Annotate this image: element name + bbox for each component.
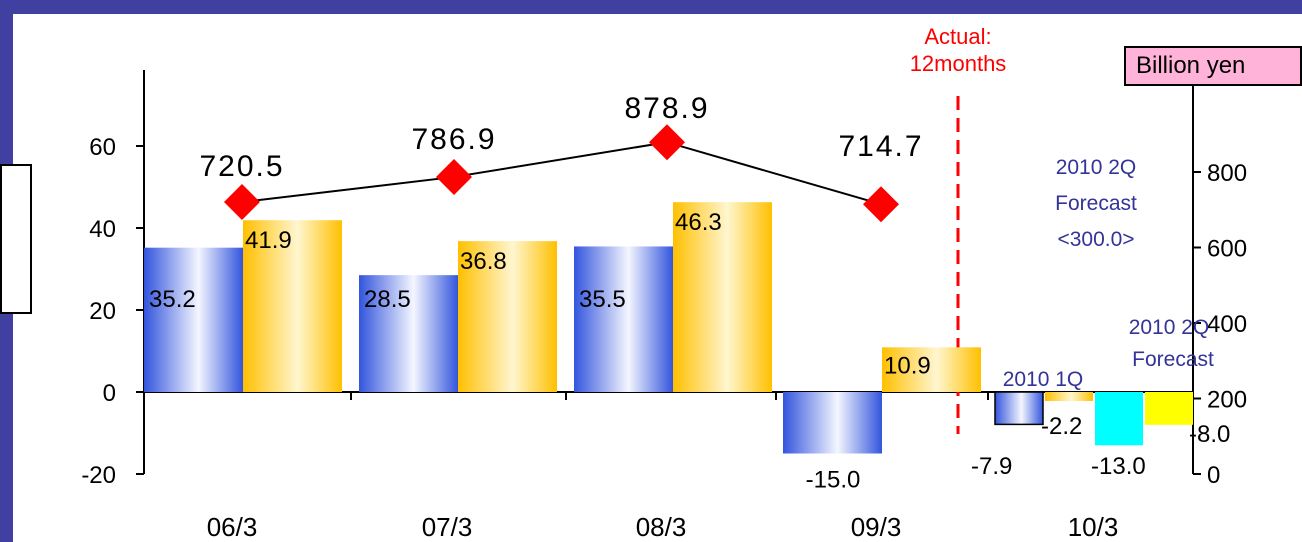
- bar-extra: [1145, 392, 1193, 425]
- chart-frame: -20 0 20 40 60 0 200 400 600 800 06/3 07/3 08/3 09/3 1…: [0, 14, 1302, 542]
- data-label: -2.2: [1041, 413, 1082, 440]
- line-data-label: 786.9: [411, 123, 496, 156]
- data-label: -15.0: [806, 467, 861, 494]
- right-tick-label: 200: [1207, 387, 1247, 414]
- line-marker: [224, 184, 260, 221]
- x-tick-label: 06/3: [207, 512, 258, 542]
- line-series: [224, 124, 899, 223]
- bar-series-1: [783, 392, 882, 454]
- bar-series-1: [144, 247, 243, 392]
- data-label: -7.9: [971, 453, 1012, 480]
- data-label: 41.9: [245, 227, 292, 254]
- bar-series-2: [458, 241, 557, 392]
- forecast-label: <300.0>: [1057, 228, 1134, 251]
- actual-label: 12months: [910, 51, 1007, 76]
- left-tick-label: 40: [89, 216, 116, 243]
- bars: [144, 202, 1193, 454]
- bar-extra: [1045, 392, 1093, 402]
- bar-series-1: [574, 246, 673, 392]
- x-tick-label: 10/3: [1068, 512, 1119, 542]
- left-tick-label: 0: [103, 380, 116, 407]
- left-tick-label: -20: [81, 462, 116, 489]
- bar-series-2: [243, 220, 342, 392]
- data-label: 35.2: [149, 286, 196, 313]
- data-label: 35.5: [579, 286, 626, 313]
- forecast-q-label: Forecast: [1132, 348, 1214, 371]
- q1-label: 2010 1Q: [1003, 368, 1084, 391]
- data-label: 28.5: [364, 286, 411, 313]
- data-label: 46.3: [675, 209, 722, 236]
- forecast-label: 2010 2Q: [1056, 156, 1137, 179]
- bar-series-2: [673, 202, 772, 392]
- right-tick-label: 800: [1207, 160, 1247, 187]
- line-marker: [649, 124, 685, 161]
- right-tick-label: 600: [1207, 236, 1247, 263]
- line-data-label: 714.7: [838, 130, 923, 163]
- line-data-label: 878.9: [624, 92, 709, 125]
- bar-extra: [994, 391, 1044, 426]
- line-marker: [436, 158, 472, 195]
- actual-label: Actual:: [924, 24, 991, 49]
- forecast-label: Forecast: [1055, 192, 1137, 215]
- bar-series-1: [359, 275, 458, 392]
- data-label: 10.9: [884, 352, 931, 379]
- side-box: [0, 164, 32, 314]
- right-tick-label: 0: [1207, 462, 1220, 489]
- right-tick-label: 400: [1207, 311, 1247, 338]
- data-label: -8.0: [1189, 421, 1230, 448]
- line-data-label: 720.5: [199, 150, 284, 183]
- x-tick-label: 08/3: [636, 512, 687, 542]
- data-label: 36.8: [460, 248, 507, 275]
- line-marker: [863, 186, 899, 223]
- unit-label: Billion yen: [1124, 46, 1302, 86]
- left-tick-label: 20: [89, 298, 116, 325]
- data-label: -13.0: [1091, 453, 1146, 480]
- x-tick-label: 07/3: [422, 512, 473, 542]
- bar-series-2: [882, 347, 981, 392]
- bar-extra: [1095, 392, 1143, 446]
- left-tick-label: 60: [89, 134, 116, 161]
- line-series-path: [241, 141, 882, 206]
- x-tick-label: 09/3: [851, 512, 902, 542]
- forecast-q-label: 2010 2Q: [1129, 316, 1210, 339]
